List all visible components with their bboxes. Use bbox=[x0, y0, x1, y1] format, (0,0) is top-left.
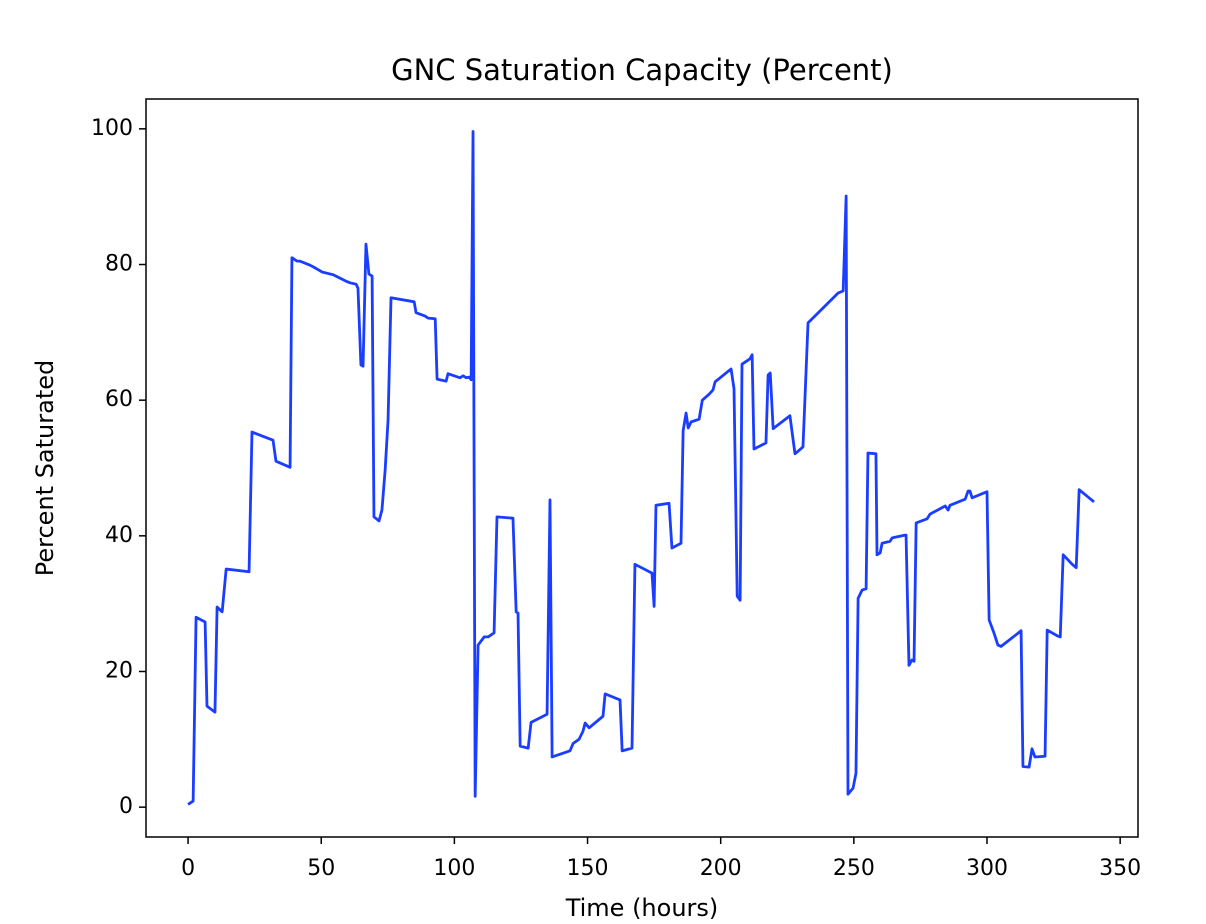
y-tick-label: 0 bbox=[119, 794, 133, 819]
chart-title: GNC Saturation Capacity (Percent) bbox=[391, 53, 893, 87]
x-tick-label: 200 bbox=[700, 856, 742, 881]
x-tick-label: 0 bbox=[181, 856, 195, 881]
y-tick-label: 20 bbox=[105, 658, 133, 683]
x-tick-label: 300 bbox=[966, 856, 1008, 881]
x-axis-label: Time (hours) bbox=[565, 894, 719, 922]
x-tick-label: 250 bbox=[833, 856, 875, 881]
y-tick-label: 100 bbox=[91, 116, 133, 141]
x-tick-label: 50 bbox=[307, 856, 335, 881]
y-tick-label: 80 bbox=[105, 252, 133, 277]
x-tick-label: 150 bbox=[567, 856, 609, 881]
data-line bbox=[187, 130, 1095, 806]
plot-frame bbox=[145, 98, 1139, 838]
y-axis-label: Percent Saturated bbox=[31, 360, 59, 576]
y-tick-label: 60 bbox=[105, 387, 133, 412]
x-tick-label: 350 bbox=[1099, 856, 1141, 881]
x-tick-label: 100 bbox=[433, 856, 475, 881]
y-tick-label: 40 bbox=[105, 523, 133, 548]
